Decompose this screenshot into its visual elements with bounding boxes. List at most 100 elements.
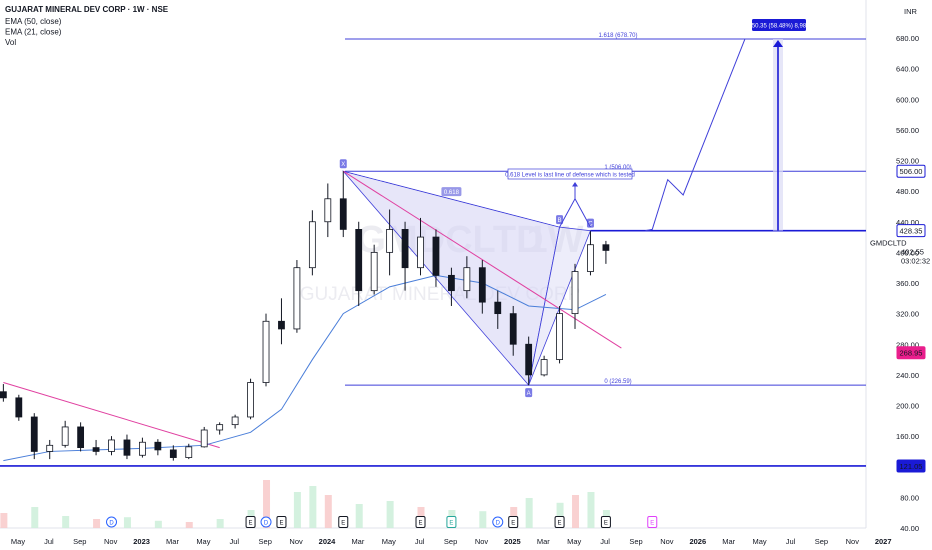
pattern-arrow-head (572, 181, 579, 187)
x-tick-label: Jul (600, 537, 610, 546)
dividend-marker (260, 516, 272, 528)
candle-body (339, 198, 347, 230)
x-tick-label: Sep (259, 537, 272, 546)
event-marker-label: E (419, 521, 423, 527)
pattern-point-label: X (341, 162, 345, 168)
x-tick-label: Mar (351, 537, 364, 546)
x-tick-label: May (382, 537, 396, 546)
candle-body (525, 343, 533, 376)
event-marker-label: D (109, 521, 114, 527)
event-marker-label: D (264, 521, 269, 527)
event-marker-label: D (496, 521, 501, 527)
candle-body (540, 359, 548, 376)
price-label-box (896, 224, 926, 238)
y-tick-label: 560.00 (896, 126, 919, 135)
candle-body (139, 441, 146, 456)
candle-body (92, 447, 100, 452)
x-tick-label: Jul (44, 537, 54, 546)
candle-body (0, 391, 7, 399)
candle-body (478, 267, 486, 303)
dividend-marker (492, 516, 504, 528)
earnings-marker (446, 516, 457, 528)
candle-body (494, 301, 502, 315)
candle-body (293, 267, 301, 330)
pattern-point-label: B (558, 218, 562, 224)
volume-bar (587, 492, 595, 528)
pattern-point-label: C (588, 222, 593, 228)
note-text: 0.618 Level is last line of defense whic… (505, 173, 635, 179)
candle-body (556, 313, 563, 360)
candle-body (401, 229, 409, 269)
volume-bar (324, 495, 332, 528)
price-label-box (896, 164, 926, 178)
x-tick-label: Nov (104, 537, 118, 546)
candle-body (154, 441, 162, 451)
candle-body (278, 320, 285, 330)
candle-body (185, 446, 193, 458)
volume-bar (556, 502, 564, 528)
y-tick-label: 640.00 (896, 65, 919, 74)
x-tick-label: Mar (537, 537, 550, 546)
x-tick-label: Sep (815, 537, 828, 546)
price-label-box (896, 346, 926, 360)
event-marker-label: E (511, 521, 515, 527)
y-tick-label: 480.00 (896, 187, 919, 196)
x-tick-label: Jul (230, 537, 240, 546)
last-price-symbol: GMDCLTD (870, 238, 907, 247)
volume-bar (263, 480, 271, 528)
x-tick-label: Mar (722, 537, 735, 546)
event-marker-label: E (341, 521, 345, 527)
projection-path (645, 38, 746, 232)
volume-bar (293, 492, 301, 528)
volume-bar (572, 495, 580, 528)
indicator-legend-item: EMA (50, close) (5, 17, 62, 26)
volume-bar (479, 511, 487, 528)
last-price-value: 402.55 (901, 247, 924, 256)
pattern-point-marker (525, 388, 533, 398)
fib-level-label: 1.618 (678.70) (598, 33, 637, 39)
candle-body (61, 426, 69, 446)
event-marker-label: E (449, 521, 453, 527)
price-label: 121.05 (900, 462, 923, 471)
volume-bar (525, 498, 533, 528)
currency-label: INR (904, 7, 918, 16)
candle-body (417, 236, 424, 269)
earnings-marker (338, 516, 349, 528)
y-tick-label: 520.00 (896, 157, 919, 166)
price-label: 506.00 (900, 167, 923, 176)
target-label-box (752, 19, 806, 31)
candle-body (200, 429, 208, 448)
trend-line (3, 382, 220, 449)
x-tick-label: Mar (166, 537, 179, 546)
volume-bar (31, 507, 39, 528)
chart-title: GUJARAT MINERAL DEV CORP · 1W · NSE (5, 5, 169, 14)
pattern-point-label: A (527, 391, 531, 397)
earnings-marker (508, 516, 519, 528)
ratio-badge (441, 187, 462, 197)
candle-body (386, 229, 394, 253)
y-tick-label: 40.00 (900, 524, 919, 533)
x-tick-label: Nov (475, 537, 489, 546)
x-tick-label: May (567, 537, 581, 546)
y-tick-label: 160.00 (896, 432, 919, 441)
candle-body (587, 244, 594, 272)
volume-bar (309, 486, 317, 528)
y-tick-label: 280.00 (896, 340, 919, 349)
x-tick-label: Jul (415, 537, 425, 546)
y-tick-label: 680.00 (896, 34, 919, 43)
x-tick-label: 2023 (133, 537, 150, 546)
candle-body (463, 267, 471, 292)
indicator-legend-item: Vol (5, 38, 16, 47)
candle-body (15, 397, 23, 418)
dividend-marker (106, 516, 118, 528)
candle-body (571, 271, 579, 315)
volume-bar (123, 517, 131, 528)
price-label-box (896, 459, 926, 473)
note-box (507, 168, 633, 180)
candle-body (30, 416, 38, 452)
pattern-point-marker (586, 218, 594, 228)
event-marker-label: E (604, 521, 608, 527)
target-label-text: 250.35 (58.48%) 8,980 (748, 24, 810, 30)
candle-body (108, 439, 115, 452)
